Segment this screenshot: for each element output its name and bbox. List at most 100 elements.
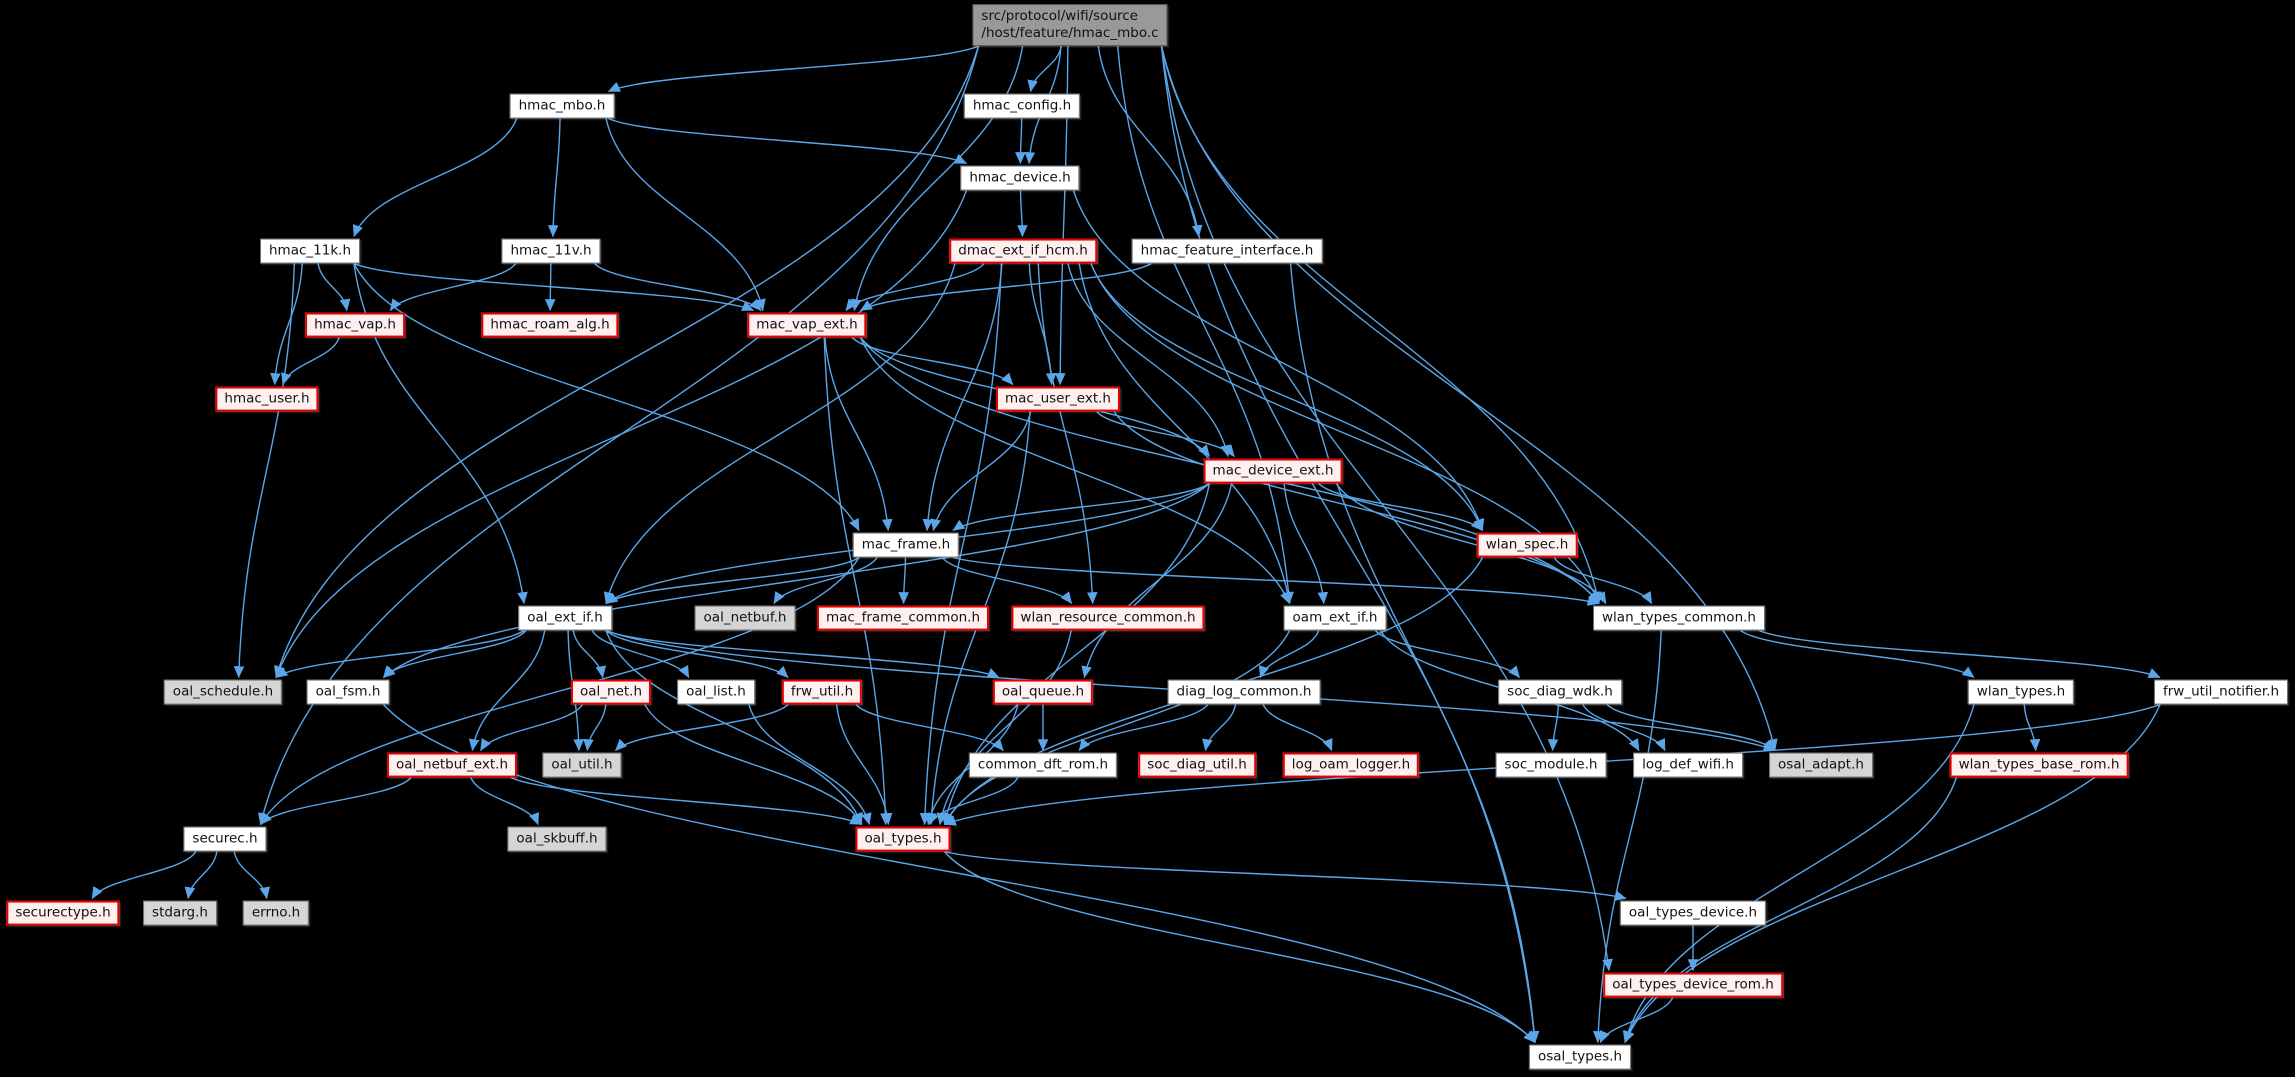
- edge-dmac-ext-if-hcm-h-to-mac-device-ext-h: [1067, 263, 1231, 458]
- node-osal-types-h[interactable]: osal_types.h: [1528, 1044, 1632, 1070]
- node-oam-ext-if-h[interactable]: oam_ext_if.h: [1283, 605, 1387, 631]
- edge-soc-diag-wdk-h-to-soc-module-h: [1547, 704, 1560, 752]
- edge-frw-util-h-to-oal-util-h: [615, 703, 789, 752]
- node-hmac-roam-alg-h[interactable]: hmac_roam_alg.h: [481, 312, 619, 338]
- node-osal-adapt-h[interactable]: osal_adapt.h: [1769, 752, 1873, 778]
- node-hmac-user-h[interactable]: hmac_user.h: [215, 386, 319, 412]
- edge-hmac-mbo-h-to-mac-vap-ext-h: [605, 118, 766, 312]
- edge-securec-h-to-errno-h: [233, 851, 270, 900]
- node-oal-queue-h[interactable]: oal_queue.h: [992, 679, 1094, 705]
- edge-hmac-device-h-to-dmac-ext-if-hcm-h: [1017, 190, 1028, 238]
- edge-root-to-osal-adapt-h: [1160, 45, 1778, 752]
- node-oal-netbuf-h[interactable]: oal_netbuf.h: [694, 605, 796, 631]
- edge-hmac-vap-h-to-hmac-user-h: [281, 337, 340, 386]
- edge-hmac-feature-interface-h-to-mac-vap-ext-h: [859, 262, 1152, 312]
- node-hmac-config-h[interactable]: hmac_config.h: [963, 93, 1081, 119]
- node-log-def-wifi-h[interactable]: log_def_wifi.h: [1633, 752, 1743, 778]
- edge-mac-frame-h-to-securec-h: [259, 557, 860, 826]
- edge-mac-device-ext-h-to-oal-fsm-h: [382, 482, 1210, 679]
- node-oal-netbuf-ext-h[interactable]: oal_netbuf_ext.h: [386, 752, 518, 778]
- edge-wlan-types-common-h-to-osal-types-h: [1592, 630, 1662, 1044]
- edge-oal-net-h-to-oal-util-h: [583, 704, 607, 752]
- edge-hmac-device-h-to-oal-schedule-h: [275, 190, 968, 679]
- edge-wlan-resource-common-h-to-oal-types-h: [936, 630, 1072, 826]
- edge-root-to-wlan-types-common-h: [1160, 45, 1602, 605]
- edge-diag-log-common-h-to-common-dft-rom-h: [1078, 704, 1209, 752]
- node-diag-log-common-h[interactable]: diag_log_common.h: [1167, 679, 1321, 705]
- node-dmac-ext-if-hcm-h[interactable]: dmac_ext_if_hcm.h: [949, 238, 1097, 264]
- edge-hmac-11k-h-to-mac-vap-ext-h: [353, 262, 755, 312]
- edge-hmac-feature-interface-h-to-osal-types-h: [1289, 263, 1540, 1044]
- node-soc-diag-wdk-h[interactable]: soc_diag_wdk.h: [1498, 679, 1622, 705]
- node-mac-vap-ext-h[interactable]: mac_vap_ext.h: [747, 312, 867, 338]
- node-oal-util-h[interactable]: oal_util.h: [542, 752, 622, 778]
- edge-hmac-11k-h-to-hmac-vap-h: [317, 263, 351, 312]
- node-errno-h[interactable]: errno.h: [242, 900, 310, 926]
- node-mac-frame-common-h[interactable]: mac_frame_common.h: [816, 605, 990, 631]
- edge-dmac-ext-if-hcm-h-to-wlan-resource-common-h: [1037, 263, 1098, 605]
- node-oal-fsm-h[interactable]: oal_fsm.h: [306, 679, 390, 705]
- node-hmac-vap-h[interactable]: hmac_vap.h: [305, 312, 405, 338]
- node-hmac-11v-h[interactable]: hmac_11v.h: [501, 238, 601, 264]
- node-stdarg-h[interactable]: stdarg.h: [143, 900, 217, 926]
- edge-soc-diag-wdk-h-to-osal-adapt-h: [1606, 703, 1776, 752]
- node-hmac-feature-interface-h[interactable]: hmac_feature_interface.h: [1131, 238, 1323, 264]
- edge-wlan-types-common-h-to-frw-util-notifier-h: [1758, 629, 2161, 679]
- edge-root-to-oam-ext-if-h: [1117, 45, 1294, 605]
- edge-hmac-11k-h-to-mac-frame-h: [353, 263, 860, 532]
- edge-soc-diag-wdk-h-to-log-def-wifi-h: [1582, 704, 1666, 752]
- node-frw-util-notifier-h[interactable]: frw_util_notifier.h: [2153, 679, 2289, 705]
- edge-oal-types-h-to-oal-types-device-h: [944, 850, 1627, 901]
- node-oal-list-h[interactable]: oal_list.h: [677, 679, 755, 705]
- node-wlan-spec-h[interactable]: wlan_spec.h: [1476, 532, 1578, 558]
- edge-wlan-types-common-h-to-wlan-types-h: [1740, 629, 1975, 679]
- node-oal-schedule-h[interactable]: oal_schedule.h: [163, 679, 283, 705]
- node-hmac-11k-h[interactable]: hmac_11k.h: [260, 238, 360, 264]
- edge-mac-device-ext-h-to-wlan-spec-h: [1318, 483, 1484, 531]
- edge-frw-util-h-to-oal-types-h: [835, 704, 893, 826]
- edge-oal-types-device-rom-h-to-osal-types-h: [1599, 997, 1674, 1044]
- edge-dmac-ext-if-hcm-h-to-mac-vap-ext-h: [845, 263, 985, 312]
- edge-hmac-11k-h-to-hmac-user-h: [270, 263, 303, 386]
- node-mac-frame-h[interactable]: mac_frame.h: [852, 532, 960, 558]
- edge-oal-ext-if-h-to-frw-util-h: [605, 629, 789, 679]
- edge-oal-types-h-to-osal-types-h: [943, 851, 1536, 1044]
- edge-mac-frame-h-to-oal-netbuf-h: [773, 557, 878, 605]
- node-mac-user-ext-h[interactable]: mac_user_ext.h: [996, 386, 1120, 412]
- edge-hmac-11v-h-to-hmac-vap-h: [389, 263, 517, 312]
- node-wlan-types-base-rom-h[interactable]: wlan_types_base_rom.h: [1949, 752, 2129, 778]
- node-wlan-resource-common-h[interactable]: wlan_resource_common.h: [1011, 605, 1205, 631]
- node-securec-h[interactable]: securec.h: [183, 826, 267, 852]
- edge-mac-frame-h-to-oal-ext-if-h: [605, 556, 860, 605]
- edge-mac-frame-h-to-wlan-types-common-h: [952, 556, 1600, 606]
- node-hmac-mbo-h[interactable]: hmac_mbo.h: [509, 93, 615, 119]
- node-oal-net-h[interactable]: oal_net.h: [570, 679, 652, 705]
- edge-root-to-mac-vap-ext-h: [850, 45, 1024, 312]
- edge-root-to-hmac-config-h: [1027, 45, 1063, 93]
- node-frw-util-h[interactable]: frw_util.h: [781, 679, 863, 705]
- node-wlan-types-h[interactable]: wlan_types.h: [1967, 679, 2075, 705]
- node-wlan-types-common-h[interactable]: wlan_types_common.h: [1593, 605, 1765, 631]
- edge-common-dft-rom-h-to-oal-types-h: [927, 777, 1019, 826]
- node-oal-types-device-rom-h[interactable]: oal_types_device_rom.h: [1603, 972, 1783, 998]
- node-oal-types-h[interactable]: oal_types.h: [855, 826, 951, 852]
- node-oal-skbuff-h[interactable]: oal_skbuff.h: [507, 826, 607, 852]
- edge-oal-net-h-to-oal-netbuf-ext-h: [480, 704, 583, 752]
- node-oal-types-device-h[interactable]: oal_types_device.h: [1619, 900, 1767, 926]
- node-soc-module-h[interactable]: soc_module.h: [1495, 752, 1607, 778]
- node-hmac-device-h[interactable]: hmac_device.h: [960, 165, 1080, 191]
- edge-diag-log-common-h-to-soc-diag-util-h: [1202, 704, 1237, 752]
- node-log-oam-logger-h[interactable]: log_oam_logger.h: [1282, 752, 1420, 778]
- edge-mac-user-ext-h-to-mac-device-ext-h: [1096, 411, 1235, 458]
- node-mac-device-ext-h[interactable]: mac_device_ext.h: [1203, 458, 1343, 484]
- edge-frw-util-h-to-common-dft-rom-h: [855, 704, 1004, 752]
- edge-mac-vap-ext-h-to-oam-ext-if-h: [859, 337, 1291, 605]
- edge-oal-netbuf-ext-h-to-securec-h: [259, 777, 412, 826]
- edge-wlan-types-base-rom-h-to-osal-types-h: [1623, 777, 1958, 1044]
- node-soc-diag-util-h[interactable]: soc_diag_util.h: [1138, 752, 1256, 778]
- node-securectype-h[interactable]: securectype.h: [6, 900, 120, 926]
- node-common-dft-rom-h[interactable]: common_dft_rom.h: [968, 752, 1118, 778]
- node-oal-ext-if-h[interactable]: oal_ext_if.h: [518, 605, 612, 631]
- edge-oal-net-h-to-oal-types-h: [644, 704, 863, 826]
